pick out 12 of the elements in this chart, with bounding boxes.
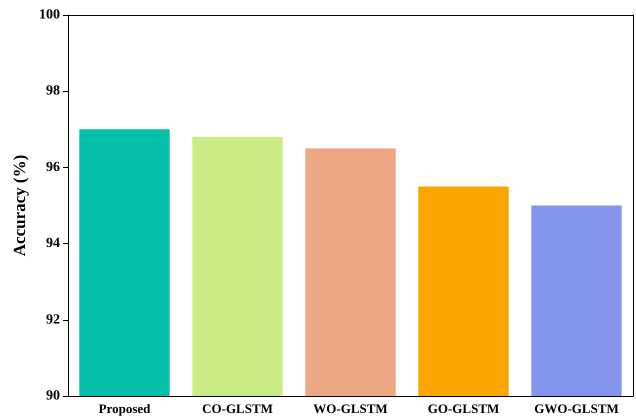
y-tick-label: 94 <box>46 236 60 252</box>
x-tick-label: GO-GLSTM <box>428 401 500 416</box>
y-tick-label: 90 <box>46 388 60 404</box>
y-tick-label: 96 <box>46 160 60 175</box>
y-tick-label: 92 <box>46 312 60 328</box>
x-tick-label: GWO-GLSTM <box>534 401 619 416</box>
x-tick-label: Proposed <box>98 401 152 416</box>
y-tick-label: 98 <box>46 84 60 99</box>
y-tick-label: 100 <box>39 8 60 22</box>
x-tick-label: WO-GLSTM <box>313 401 388 416</box>
y-axis-title: Accuracy (%) <box>10 154 29 256</box>
x-tick-label: CO-GLSTM <box>202 401 273 416</box>
